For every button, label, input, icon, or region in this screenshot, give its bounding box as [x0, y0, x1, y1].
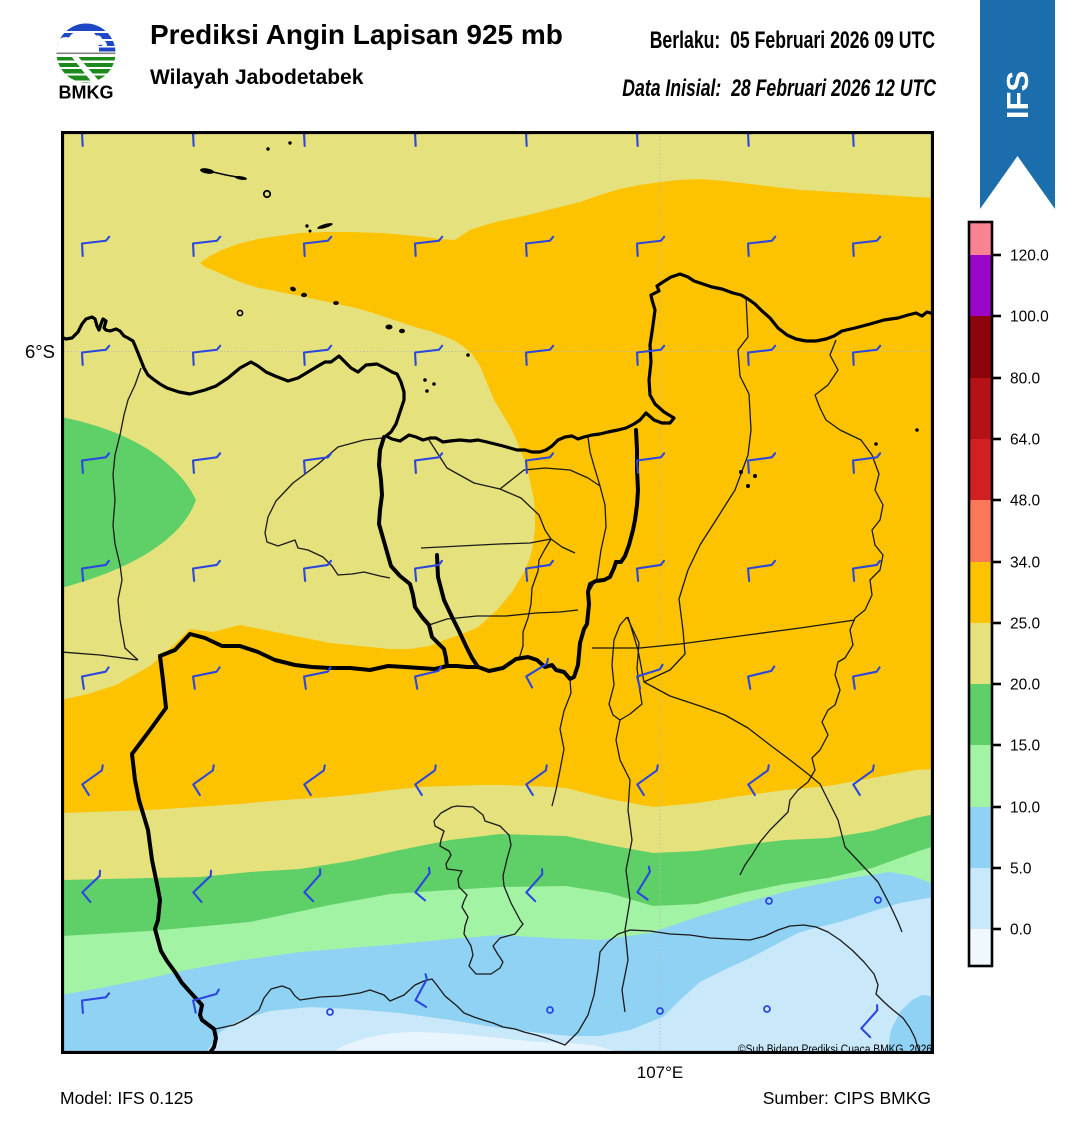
svg-text:120.0: 120.0: [1010, 248, 1049, 265]
svg-text:BMKG: BMKG: [59, 83, 114, 103]
svg-text:64.0: 64.0: [1010, 432, 1041, 449]
svg-text:48.0: 48.0: [1010, 493, 1041, 510]
svg-text:©Sub Bidang Prediksi Cuaca BMK: ©Sub Bidang Prediksi Cuaca BMKG, 2026: [738, 1043, 932, 1054]
svg-text:15.0: 15.0: [1010, 738, 1041, 755]
svg-text:100.0: 100.0: [1010, 309, 1049, 326]
svg-text:34.0: 34.0: [1010, 555, 1041, 572]
svg-text:5.0: 5.0: [1010, 861, 1032, 878]
svg-text:25.0: 25.0: [1010, 616, 1041, 633]
svg-text:80.0: 80.0: [1010, 371, 1041, 388]
svg-text:0.0: 0.0: [1010, 922, 1032, 939]
svg-text:20.0: 20.0: [1010, 677, 1041, 694]
svg-text:10.0: 10.0: [1010, 800, 1041, 817]
svg-text:IFS: IFS: [1000, 71, 1035, 119]
